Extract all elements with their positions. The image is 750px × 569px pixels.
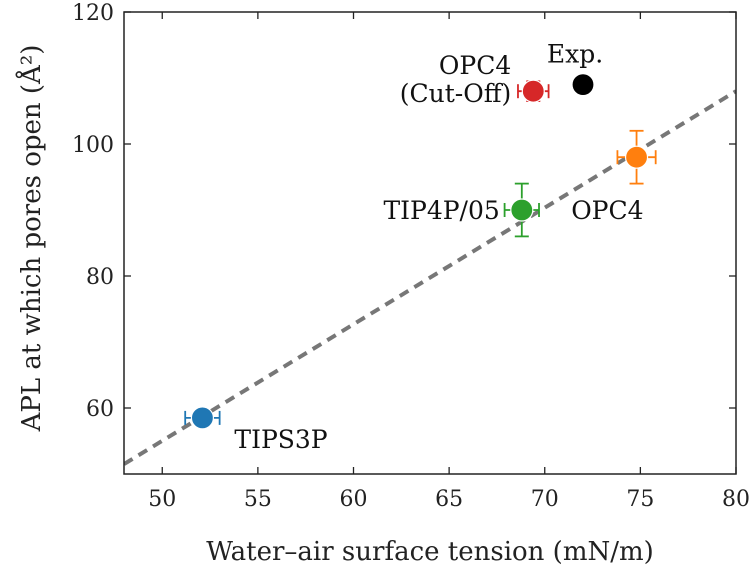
x-tick-label: 80 — [722, 487, 750, 512]
point-label-line: (Cut-Off) — [400, 79, 512, 108]
x-tick-label: 55 — [244, 487, 272, 512]
y-tick-label: 100 — [72, 133, 114, 158]
point-label-line: OPC4 — [571, 196, 643, 225]
data-point-group — [184, 406, 221, 430]
point-label: Exp. — [547, 40, 603, 69]
y-tick-label: 80 — [86, 265, 114, 290]
data-point-opc4 — [624, 145, 649, 169]
point-label: TIP4P/05 — [383, 196, 499, 225]
point-label: TIPS3P — [234, 425, 327, 454]
data-point-tip4p-05 — [510, 198, 534, 222]
plot-frame — [123, 11, 737, 475]
point-label-line: Exp. — [547, 40, 603, 69]
point-label: OPC4 — [571, 196, 643, 225]
point-label: OPC4 (Cut-Off) — [400, 51, 512, 108]
x-tick-label: 60 — [340, 487, 368, 512]
data-point-group — [616, 129, 657, 185]
fit-line — [124, 89, 736, 466]
point-label-line: OPC4 — [439, 51, 511, 80]
x-tick-label: 70 — [531, 487, 559, 512]
y-tick-label: 60 — [86, 397, 114, 422]
x-tick-label: 75 — [626, 487, 654, 512]
data-point-group — [571, 72, 595, 97]
data-point-tips3p — [190, 406, 215, 430]
y-tick-label: 120 — [72, 1, 114, 26]
data-point-group — [503, 182, 540, 238]
x-axis-label: Water–air surface tension (mN/m) — [206, 537, 654, 567]
x-tick-label: 65 — [435, 487, 463, 512]
y-axis-label: APL at which pores open (Å²) — [15, 45, 47, 433]
data-point-opc4-cut-off — [521, 79, 545, 103]
point-label-line: TIPS3P — [234, 425, 327, 454]
x-tick-label: 50 — [148, 487, 176, 512]
data-point-exp — [571, 72, 595, 97]
data-point-group — [517, 79, 550, 103]
point-label-line: TIP4P/05 — [383, 196, 499, 225]
